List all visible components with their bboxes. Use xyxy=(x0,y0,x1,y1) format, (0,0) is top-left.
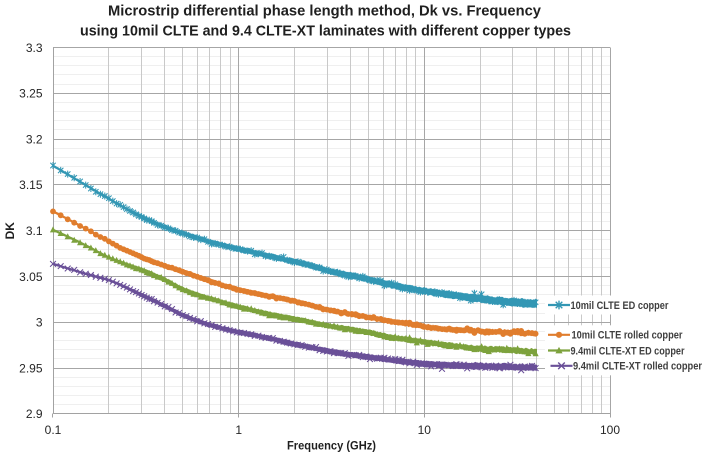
svg-text:10: 10 xyxy=(418,423,432,437)
svg-text:10mil CLTE rolled copper: 10mil CLTE rolled copper xyxy=(572,330,684,342)
svg-text:Frequency (GHz): Frequency (GHz) xyxy=(287,439,376,453)
svg-text:3.3: 3.3 xyxy=(26,41,43,55)
svg-text:using 10mil CLTE and 9.4 CLTE-: using 10mil CLTE and 9.4 CLTE-XT laminat… xyxy=(80,22,571,39)
svg-text:2.9: 2.9 xyxy=(26,407,43,421)
svg-text:Microstrip differential phase: Microstrip differential phase length met… xyxy=(108,3,542,20)
svg-text:0.1: 0.1 xyxy=(45,423,62,437)
svg-text:9.4mil CLTE-XT rolled copper: 9.4mil CLTE-XT rolled copper xyxy=(573,361,703,373)
svg-text:3.25: 3.25 xyxy=(19,87,43,101)
svg-text:3.15: 3.15 xyxy=(19,178,43,192)
svg-text:3.2: 3.2 xyxy=(26,132,43,146)
svg-text:3.1: 3.1 xyxy=(26,224,43,238)
svg-text:1: 1 xyxy=(235,423,242,437)
svg-text:3: 3 xyxy=(36,316,43,330)
svg-text:10mil CLTE ED copper: 10mil CLTE ED copper xyxy=(571,300,670,312)
svg-text:100: 100 xyxy=(600,423,620,437)
svg-text:3.05: 3.05 xyxy=(19,270,43,284)
svg-text:9.4mil CLTE-XT ED copper: 9.4mil CLTE-XT ED copper xyxy=(571,345,686,357)
svg-text:2.95: 2.95 xyxy=(19,361,43,375)
svg-text:DK: DK xyxy=(3,222,17,240)
